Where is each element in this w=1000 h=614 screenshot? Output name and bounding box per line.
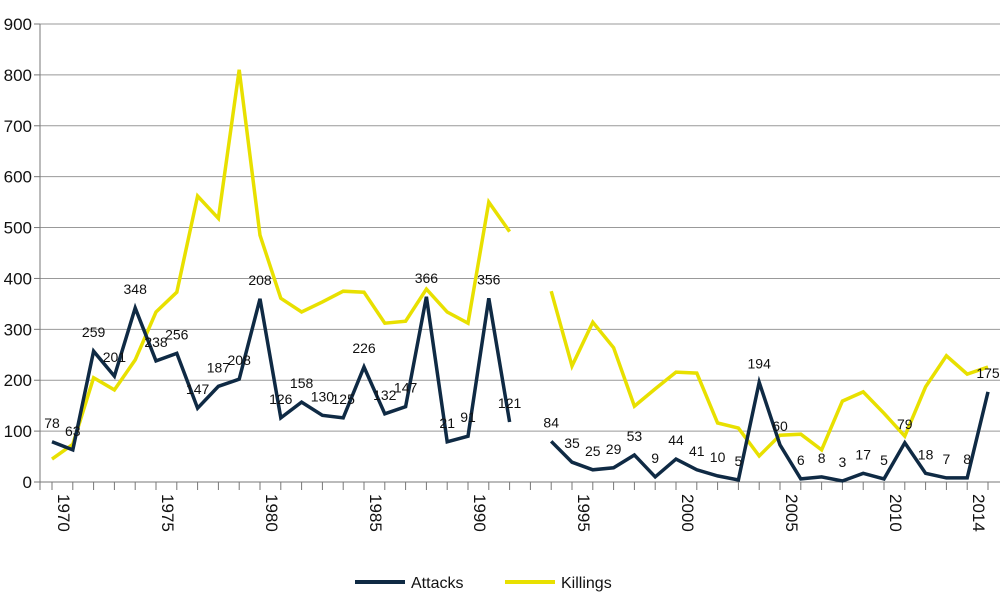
data-label: 126 [269, 391, 293, 407]
x-tick-label: 1980 [262, 494, 281, 532]
data-label: 17 [855, 446, 871, 462]
y-axis: 0 100 200 300 400 500 600 700 800 900 [4, 15, 40, 492]
y-tick-label: 500 [4, 219, 32, 238]
data-label: 201 [103, 349, 127, 365]
data-label: 6 [797, 452, 805, 468]
data-label: 226 [352, 340, 376, 356]
data-label: 208 [228, 352, 252, 368]
data-label: 147 [186, 381, 210, 397]
data-label: 5 [880, 452, 888, 468]
data-label: 259 [82, 324, 106, 340]
data-label: 18 [918, 446, 934, 462]
data-label: 41 [689, 443, 705, 459]
y-tick-label: 300 [4, 320, 32, 339]
x-axis: 1970 1975 1980 1985 1990 1995 2000 2005 2010 2014 [52, 482, 988, 532]
x-tick-label: 2010 [886, 494, 905, 532]
y-tick-label: 700 [4, 117, 32, 136]
y-tick-label: 0 [23, 473, 32, 492]
data-label: 44 [668, 432, 684, 448]
legend-label-attacks: Attacks [411, 575, 463, 592]
data-label: 63 [65, 423, 81, 439]
y-tick-label: 400 [4, 269, 32, 288]
y-tick-label: 800 [4, 66, 32, 85]
x-tick-label: 1990 [470, 494, 489, 532]
data-label: 194 [748, 355, 772, 371]
data-label: 147 [394, 380, 418, 396]
x-tick-label: 2005 [782, 494, 801, 532]
data-label: 125 [332, 391, 356, 407]
data-label: 366 [415, 270, 439, 286]
data-label: 79 [897, 416, 913, 432]
x-tick-label: 2000 [678, 494, 697, 532]
x-tick-label: 1985 [366, 494, 385, 532]
data-label: 35 [564, 435, 580, 451]
legend-label-killings: Killings [561, 575, 612, 592]
data-label: 78 [44, 415, 60, 431]
y-tick-label: 200 [4, 371, 32, 390]
data-label: 175 [976, 365, 1000, 381]
data-label: 3 [839, 454, 847, 470]
data-label: 256 [165, 326, 189, 342]
data-label: 8 [818, 450, 826, 466]
data-label: 60 [772, 418, 788, 434]
x-tick-label: 1995 [574, 494, 593, 532]
data-label: 29 [606, 441, 622, 457]
x-tick-label: 1975 [158, 494, 177, 532]
x-tick-label: 2014 [969, 494, 988, 532]
data-label: 208 [248, 272, 272, 288]
data-label: 348 [124, 281, 148, 297]
data-label: 356 [477, 271, 501, 287]
legend: Attacks Killings [355, 575, 612, 592]
y-tick-label: 600 [4, 168, 32, 187]
x-tick-label: 1970 [54, 494, 73, 532]
series-lines [52, 70, 988, 481]
data-label: 10 [710, 449, 726, 465]
data-label: 21 [439, 415, 455, 431]
data-label: 121 [498, 395, 522, 411]
data-label: 7 [943, 451, 951, 467]
data-label: 5 [735, 453, 743, 469]
data-label: 91 [460, 409, 476, 425]
data-label: 53 [627, 428, 643, 444]
y-tick-label: 100 [4, 422, 32, 441]
data-label: 25 [585, 443, 601, 459]
y-tick-label: 900 [4, 15, 32, 34]
data-labels: 7863259201348238256147187208208126158130… [44, 270, 1000, 470]
data-label: 8 [963, 451, 971, 467]
data-label: 9 [651, 450, 659, 466]
data-label: 84 [543, 414, 559, 430]
